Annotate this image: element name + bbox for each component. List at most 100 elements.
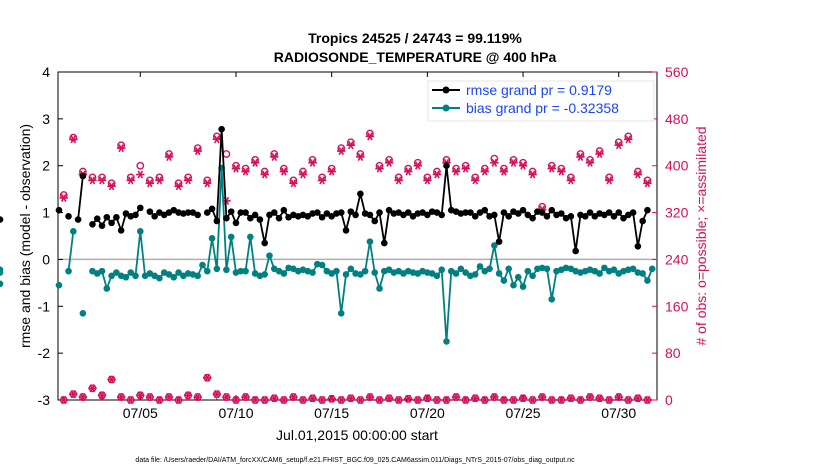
obs-assimilated-marker xyxy=(107,182,116,191)
obs-assimilated-marker xyxy=(423,176,432,185)
bias-point xyxy=(495,270,503,277)
obs-assimilated-marker xyxy=(375,164,384,173)
rmse-point xyxy=(93,215,101,222)
obs-star-stroke xyxy=(338,395,345,405)
obs-star-stroke xyxy=(644,395,651,405)
obs-bottom-assimilated-marker xyxy=(537,393,547,402)
rmse-point xyxy=(380,239,388,247)
obs-star-stroke xyxy=(376,395,383,405)
obs-bottom-assimilated-marker xyxy=(557,395,566,405)
obs-star-stroke xyxy=(108,182,115,191)
obs-assimilated-marker xyxy=(557,167,566,176)
bias-point xyxy=(462,269,469,276)
obs-star-stroke xyxy=(577,152,584,161)
obs-assimilated-marker xyxy=(624,135,633,144)
obs-bottom-assimilated-marker xyxy=(78,393,88,402)
obs-star-stroke xyxy=(127,176,134,185)
obs-bottom-assimilated-marker xyxy=(164,393,174,402)
obs-assimilated-marker xyxy=(116,144,126,153)
rmse-point xyxy=(117,227,125,234)
obs-star-stroke xyxy=(89,176,96,185)
obs-bottom-assimilated-marker xyxy=(231,395,241,405)
bias-point xyxy=(371,269,379,276)
obs-bottom-assimilated-marker xyxy=(451,393,461,402)
obs-assimilated-marker xyxy=(145,179,155,188)
obs-assimilated-marker xyxy=(356,152,365,161)
bias-point xyxy=(347,265,355,273)
obs-assimilated-marker xyxy=(614,141,623,150)
obs-bottom-assimilated-marker xyxy=(260,395,269,405)
obs-assimilated-marker xyxy=(346,141,356,150)
left-axis-label: rmse and bias (model - observation) xyxy=(17,124,33,348)
obs-bottom-assimilated-marker xyxy=(604,395,614,405)
rmse-point xyxy=(146,208,154,215)
rmse-point xyxy=(113,213,120,221)
obs-star-stroke xyxy=(348,141,354,150)
rmse-point xyxy=(586,209,594,216)
left-tick-label: 2 xyxy=(42,158,50,174)
obs-star-stroke xyxy=(587,393,593,402)
obs-star-stroke xyxy=(166,393,172,402)
obs-star-stroke xyxy=(577,395,584,405)
obs-star-stroke xyxy=(118,393,124,402)
obs-star-stroke xyxy=(118,144,124,153)
obs-assimilated-marker xyxy=(337,147,346,156)
rmse-point xyxy=(409,213,417,220)
bias-point xyxy=(333,267,340,275)
rmse-point xyxy=(280,206,288,214)
obs-star-stroke xyxy=(414,161,421,170)
obs-star-stroke xyxy=(615,141,622,150)
obs-assimilated-marker xyxy=(604,176,614,185)
bias-point xyxy=(65,267,72,275)
rmse-point xyxy=(644,206,651,214)
right-tick-label: 160 xyxy=(665,298,689,314)
obs-star-stroke xyxy=(242,393,249,402)
bias-point xyxy=(136,228,144,235)
bias-point xyxy=(337,310,345,317)
obs-star-stroke xyxy=(252,158,258,167)
rmse-point xyxy=(89,220,96,228)
obs-star-stroke xyxy=(548,164,555,173)
rmse-point xyxy=(203,209,211,216)
bias-point xyxy=(644,277,651,284)
rmse-point xyxy=(514,210,522,217)
rmse-point xyxy=(213,217,221,225)
obs-bottom-assimilated-marker xyxy=(88,384,97,393)
obs-assimilated-marker xyxy=(97,176,107,185)
bias-point xyxy=(79,310,87,317)
obs-bottom-assimilated-marker xyxy=(308,394,317,403)
obs-assimilated-marker xyxy=(643,179,652,188)
obs-bottom-assimilated-marker xyxy=(116,393,126,402)
obs-star-stroke xyxy=(510,395,517,405)
rmse-point xyxy=(404,209,412,216)
bias-point xyxy=(280,270,288,277)
rmse-point xyxy=(639,217,646,225)
obs-assimilated-marker xyxy=(470,176,480,185)
obs-assimilated-marker xyxy=(384,158,394,167)
obs-assimilated-marker xyxy=(164,152,174,161)
left-tick-label: 1 xyxy=(42,205,50,221)
obs-assimilated-marker xyxy=(499,167,509,176)
obs-star-stroke xyxy=(596,394,603,403)
rmse-point xyxy=(629,209,637,216)
obs-assimilated-marker xyxy=(528,170,537,179)
right-tick-label: 400 xyxy=(665,158,689,174)
bias-point xyxy=(510,281,517,289)
obs-assimilated-marker xyxy=(394,176,403,185)
obs-assimilated-marker xyxy=(317,176,327,185)
rmse-point xyxy=(184,209,192,216)
obs-star-stroke xyxy=(137,391,144,400)
rmse-point xyxy=(610,213,618,220)
obs-star-stroke xyxy=(367,393,373,402)
bias-point xyxy=(543,265,551,273)
obs-star-stroke xyxy=(587,158,593,167)
bias-point xyxy=(0,269,4,276)
obs-star-stroke xyxy=(386,394,392,403)
obs-bottom-assimilated-marker xyxy=(432,395,442,405)
rmse-point xyxy=(328,213,335,220)
obs-star-stroke xyxy=(606,395,612,405)
rmse-point xyxy=(223,214,230,222)
obs-star-stroke xyxy=(194,147,201,156)
obs-star-stroke xyxy=(185,391,191,400)
bias-point xyxy=(261,271,268,278)
